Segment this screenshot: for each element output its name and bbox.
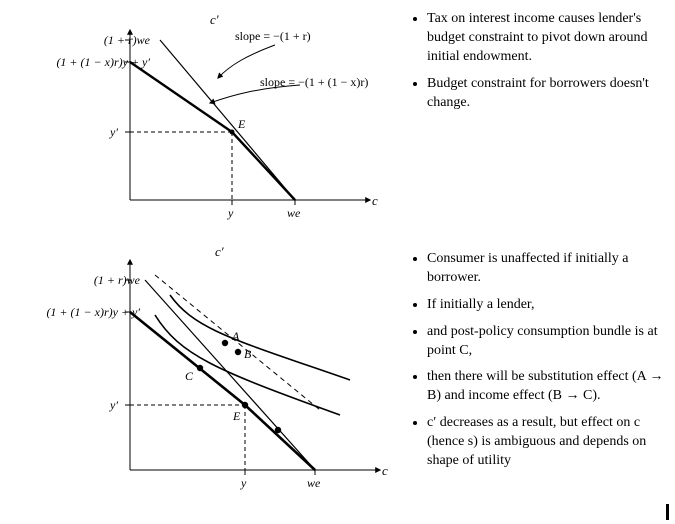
point-e-label: E — [232, 409, 241, 423]
ylabel-one-plus-r-we-b: (1 + r)we — [40, 273, 140, 288]
point-a — [222, 340, 228, 346]
ylabel-one-plus-tax: (1 + (1 − x)r)y + y′ — [0, 55, 150, 70]
point-b-label: B — [244, 347, 252, 361]
x-axis-label: c — [372, 193, 378, 208]
x-axis-label: c — [382, 463, 388, 478]
indifference-curve-low — [155, 315, 340, 415]
point-e — [230, 130, 235, 135]
point-b — [235, 349, 241, 355]
tick-we: we — [287, 206, 301, 220]
tick-y: y — [240, 476, 247, 490]
point-c-label: C — [185, 369, 194, 383]
bullet-item: c′ decreases as a result, but effect on … — [427, 414, 665, 471]
y-axis-label: c′ — [210, 12, 219, 27]
bottom-bullet-list: Consumer is unaffected if initially a bo… — [405, 250, 665, 471]
slope-label-with-tax: slope = −(1 + (1 − x)r) — [260, 75, 368, 89]
y-axis-label: c′ — [215, 244, 224, 259]
bottom-bullets-panel: Consumer is unaffected if initially a bo… — [405, 240, 675, 524]
point-a-label: A — [231, 329, 240, 343]
top-figure-panel: c′ c y we y′ E slope = −(1 + r) slope = … — [0, 0, 405, 240]
bottom-figure-panel: c′ c y we y′ A B C E (1 + (1 − x)r)y + y… — [0, 240, 405, 524]
point-e-label: E — [237, 117, 246, 131]
ylabel-one-plus-tax-b: (1 + (1 − x)r)y + y′ — [0, 305, 140, 320]
ylabel-one-plus-r-we: (1 + r)we — [50, 33, 150, 48]
tick-yprime: y′ — [109, 125, 118, 139]
budget-post-tax-lower — [245, 405, 315, 470]
point-c — [197, 365, 203, 371]
point-f — [275, 427, 281, 433]
budget-original — [145, 280, 315, 470]
budget-line-with-tax-lower — [232, 132, 295, 200]
tick-yprime: y′ — [109, 398, 118, 412]
bullet-item: then there will be substitution effect (… — [427, 368, 665, 406]
bullet-item: Budget constraint for borrowers doesn't … — [427, 75, 665, 113]
point-e — [242, 402, 248, 408]
text-cursor-icon — [666, 504, 669, 520]
top-bullets-panel: Tax on interest income causes lender's b… — [405, 0, 675, 240]
arrow-to-steep-line — [218, 45, 275, 78]
bullet-item: Consumer is unaffected if initially a bo… — [427, 250, 665, 288]
bullet-item: and post-policy consumption bundle is at… — [427, 323, 665, 361]
budget-line-no-tax — [160, 40, 295, 200]
slope-label-no-tax: slope = −(1 + r) — [235, 29, 311, 43]
budget-line-with-tax-upper — [130, 62, 232, 132]
top-bullet-list: Tax on interest income causes lender's b… — [405, 10, 665, 112]
tick-y: y — [227, 206, 234, 220]
bullet-item: Tax on interest income causes lender's b… — [427, 10, 665, 67]
budget-post-tax-upper — [130, 312, 245, 405]
tick-we: we — [307, 476, 321, 490]
bullet-item: If initially a lender, — [427, 296, 665, 315]
